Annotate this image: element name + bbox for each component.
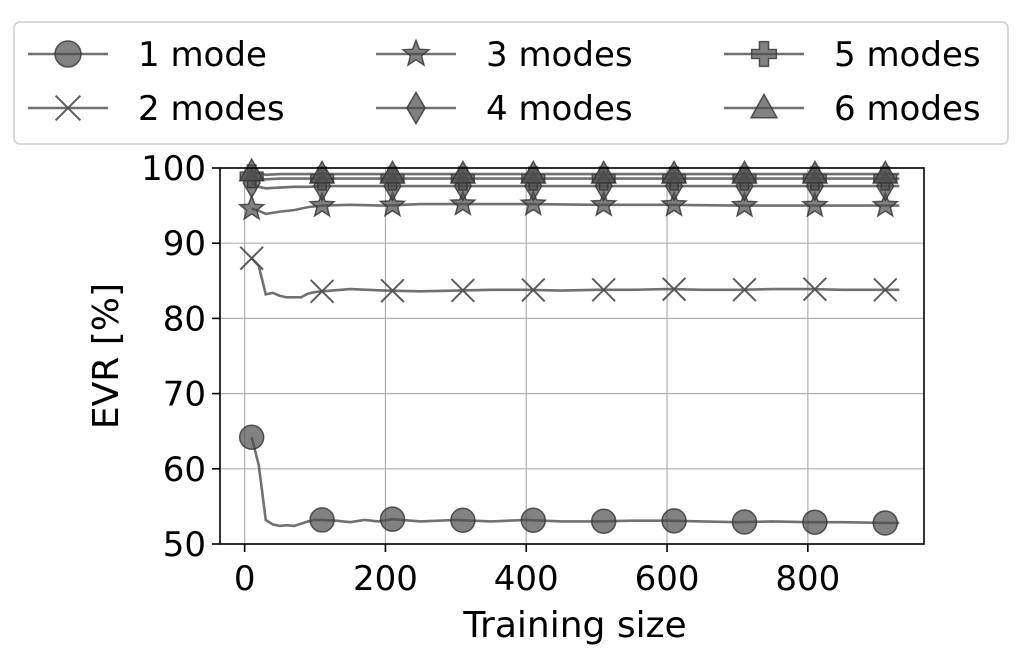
x-tick-label: 0 bbox=[234, 559, 256, 599]
series-6-modes bbox=[238, 157, 900, 184]
x-axis-label: Training size bbox=[462, 605, 686, 646]
x-marker bbox=[661, 277, 687, 302]
x-marker bbox=[802, 277, 827, 302]
x-marker bbox=[591, 277, 616, 302]
x-marker bbox=[732, 277, 757, 302]
circle-marker bbox=[379, 506, 406, 532]
circle-marker bbox=[731, 509, 758, 535]
series-layer bbox=[237, 157, 900, 536]
x-tick-label: 600 bbox=[635, 559, 700, 599]
x-tick-label: 800 bbox=[775, 559, 840, 599]
y-tick-label: 70 bbox=[163, 375, 206, 415]
star-marker bbox=[730, 190, 759, 218]
legend-label: 6 modes bbox=[834, 89, 981, 129]
diamond-marker bbox=[406, 90, 426, 126]
legend-entry: 5 modes bbox=[724, 35, 981, 75]
x-marker bbox=[309, 279, 335, 304]
y-axis-label: EVR [%] bbox=[86, 283, 127, 429]
y-tick-label: 60 bbox=[163, 450, 206, 490]
triangle-marker bbox=[801, 159, 829, 184]
triangle-marker bbox=[749, 92, 779, 119]
legend-label: 4 modes bbox=[486, 89, 633, 129]
series-3-modes bbox=[237, 189, 900, 221]
legend-entry: 6 modes bbox=[724, 89, 981, 129]
triangle-marker bbox=[308, 159, 336, 184]
x-marker bbox=[380, 278, 405, 303]
circle-marker bbox=[872, 510, 899, 536]
circle-marker bbox=[520, 507, 547, 533]
star-marker bbox=[378, 190, 407, 218]
series-line bbox=[250, 436, 900, 528]
legend-label: 1 mode bbox=[138, 35, 267, 75]
circle-marker bbox=[802, 509, 828, 535]
circle-marker bbox=[54, 40, 82, 68]
legend-entry: 1 mode bbox=[28, 35, 267, 75]
star-marker bbox=[660, 190, 689, 217]
y-tick-label: 90 bbox=[163, 224, 206, 264]
x-marker bbox=[450, 278, 475, 303]
triangle-marker bbox=[238, 157, 265, 182]
series-line bbox=[251, 170, 900, 177]
x-tick-label: 200 bbox=[353, 559, 418, 599]
circle-marker bbox=[238, 424, 265, 450]
series-2-modes bbox=[239, 246, 900, 304]
triangle-marker bbox=[379, 159, 406, 184]
star-marker bbox=[800, 190, 829, 218]
triangle-marker bbox=[660, 159, 688, 184]
y-tick-label: 100 bbox=[141, 149, 206, 189]
star-marker bbox=[237, 193, 266, 221]
y-tick-label: 80 bbox=[163, 299, 206, 339]
triangle-marker bbox=[449, 159, 477, 184]
legend-entry: 3 modes bbox=[376, 35, 633, 75]
star-marker bbox=[589, 190, 618, 217]
star-marker bbox=[308, 190, 337, 218]
y-tick-label: 50 bbox=[163, 525, 206, 565]
grid-lines bbox=[220, 167, 924, 545]
triangle-marker bbox=[872, 159, 899, 184]
circle-marker bbox=[661, 508, 687, 534]
series-line bbox=[251, 175, 900, 181]
legend-label: 5 modes bbox=[834, 35, 981, 75]
x-marker bbox=[54, 94, 82, 122]
star-marker bbox=[401, 38, 431, 67]
circle-marker bbox=[309, 507, 335, 533]
legend: 1 mode 2 modes 3 modes 4 modes 5 modes 6 mode… bbox=[28, 35, 981, 129]
legend-entry: 4 modes bbox=[376, 89, 633, 129]
series-1-mode bbox=[238, 424, 900, 536]
legend-label: 3 modes bbox=[486, 35, 633, 75]
series-line bbox=[250, 257, 900, 299]
x-marker bbox=[239, 246, 264, 271]
star-marker bbox=[448, 189, 477, 216]
x-marker bbox=[521, 277, 546, 303]
star-marker bbox=[519, 189, 548, 217]
circle-marker bbox=[450, 507, 476, 533]
triangle-marker bbox=[520, 159, 547, 184]
legend-label: 2 modes bbox=[138, 89, 285, 129]
axis-ticks: 0 200 400 600 800 50 60 70 80 90 100 bbox=[141, 149, 840, 599]
series-line bbox=[251, 202, 900, 216]
triangle-marker bbox=[731, 159, 758, 184]
triangle-marker bbox=[590, 159, 617, 184]
star-marker bbox=[871, 190, 900, 218]
circle-marker bbox=[590, 508, 617, 535]
plot-frame bbox=[219, 167, 925, 545]
plus-marker bbox=[750, 40, 778, 68]
series-line bbox=[251, 181, 900, 190]
legend-entry: 2 modes bbox=[28, 89, 285, 129]
x-tick-label: 400 bbox=[494, 559, 559, 599]
x-marker bbox=[873, 277, 898, 302]
